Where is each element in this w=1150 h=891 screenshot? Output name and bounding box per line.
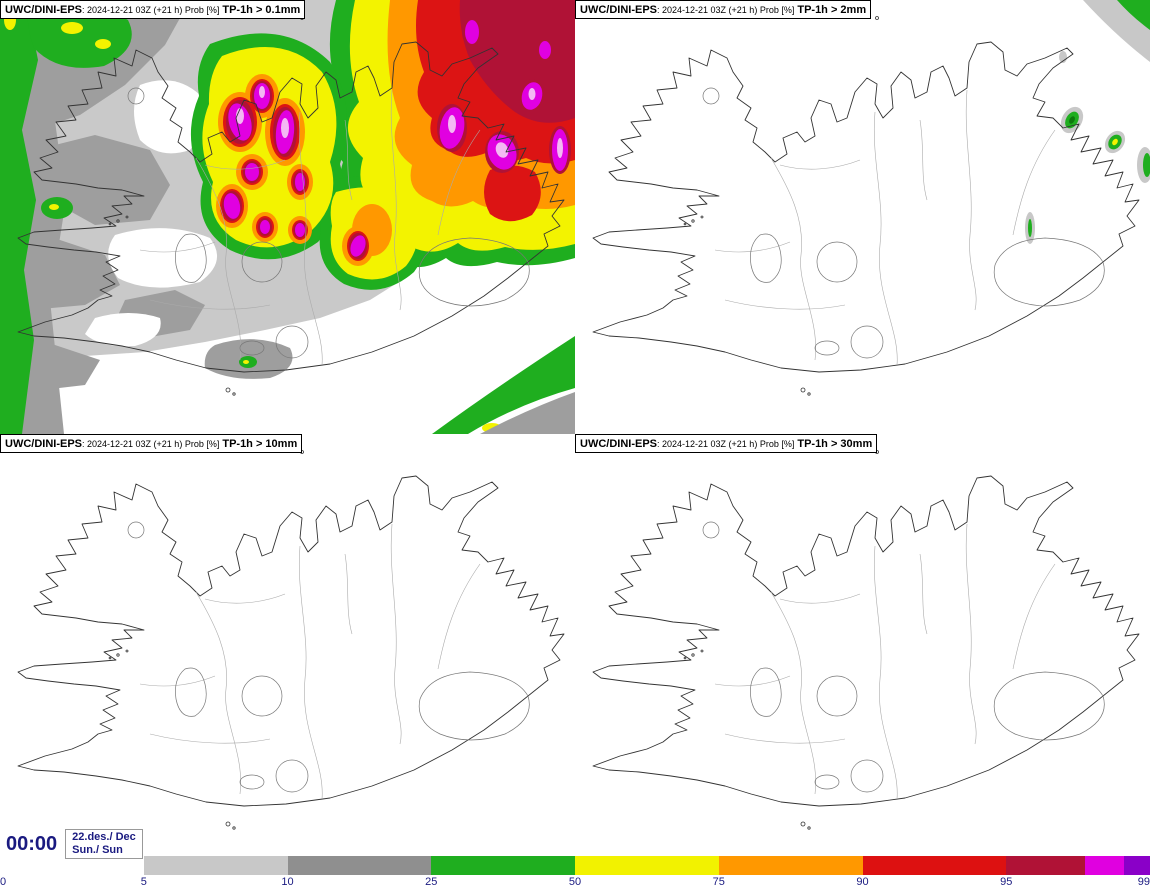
- colorbar-tick-10: 10: [281, 876, 294, 888]
- panel-tp-0-1mm: UWC/DINI-EPS: 2024-12-21 03Z (+21 h) Pro…: [0, 0, 575, 434]
- run-info: : 2024-12-21 03Z (+21 h) Prob [%]: [82, 5, 220, 15]
- colorbar-tick-25: 25: [425, 876, 438, 888]
- panel-tp-10mm: UWC/DINI-EPS: 2024-12-21 03Z (+21 h) Pro…: [0, 434, 575, 868]
- colorbar-tick-99: 99: [1137, 876, 1150, 888]
- colorbar-segment-75-90: [718, 856, 863, 875]
- panel-title: UWC/DINI-EPS: 2024-12-21 03Z (+21 h) Pro…: [575, 434, 878, 453]
- colorbar-tick-50: 50: [568, 876, 582, 888]
- run-info: : 2024-12-21 03Z (+21 h) Prob [%]: [657, 439, 795, 449]
- panel-tp-30mm: UWC/DINI-EPS: 2024-12-21 03Z (+21 h) Pro…: [575, 434, 1150, 868]
- threshold-label: TP-1h > 2mm: [797, 4, 867, 16]
- valid-date-box: 22.des./ Dec Sun./ Sun: [65, 829, 143, 859]
- colorbar: [0, 856, 1150, 875]
- colorbar-segment-10-25: [287, 856, 432, 875]
- probability-field: [1025, 0, 1150, 244]
- colorbar-tick-95: 95: [1000, 876, 1013, 888]
- valid-time-block: 00:00 22.des./ Dec Sun./ Sun: [6, 829, 143, 859]
- panel-title: UWC/DINI-EPS: 2024-12-21 03Z (+21 h) Pro…: [575, 0, 872, 19]
- threshold-label: TP-1h > 30mm: [797, 438, 873, 450]
- model-name: UWC/DINI-EPS: [580, 4, 657, 16]
- colorbar-segment-0-5: [0, 856, 144, 875]
- colorbar-segment-90-95: [862, 856, 1007, 875]
- run-info: : 2024-12-21 03Z (+21 h) Prob [%]: [82, 439, 220, 449]
- model-name: UWC/DINI-EPS: [580, 438, 657, 450]
- map-tp-30mm: [592, 450, 1140, 830]
- colorbar-ticks: 0 5 10 25 50 75 90 95 99: [0, 876, 1150, 890]
- panel-title: UWC/DINI-EPS: 2024-12-21 03Z (+21 h) Pro…: [0, 0, 306, 19]
- colorbar-tick-90: 90: [856, 876, 869, 888]
- map-tp-10mm: [17, 450, 565, 830]
- colorbar-tick-5: 5: [140, 876, 147, 888]
- valid-time: 00:00: [6, 833, 58, 855]
- threshold-label: TP-1h > 0.1mm: [222, 4, 301, 16]
- map-tp-0-1mm: [0, 0, 575, 434]
- valid-day: Sun./ Sun: [72, 844, 123, 856]
- colorbar-segment-5-10: [143, 856, 288, 875]
- colorbar-tick-75: 75: [712, 876, 725, 888]
- model-name: UWC/DINI-EPS: [5, 4, 82, 16]
- colorbar-segment-95-99+: [1006, 856, 1150, 875]
- colorbar-segment-25-50: [431, 856, 575, 875]
- map-tp-2mm: [592, 0, 1150, 396]
- run-info: : 2024-12-21 03Z (+21 h) Prob [%]: [657, 5, 795, 15]
- colorbar-segment-50-75: [575, 856, 719, 875]
- probability-field: [0, 0, 575, 434]
- panel-tp-2mm: UWC/DINI-EPS: 2024-12-21 03Z (+21 h) Pro…: [575, 0, 1150, 434]
- colorbar-tick-0: 0: [0, 876, 7, 888]
- valid-date: 22.des./ Dec: [72, 831, 136, 843]
- panel-title: UWC/DINI-EPS: 2024-12-21 03Z (+21 h) Pro…: [0, 434, 303, 453]
- model-name: UWC/DINI-EPS: [5, 438, 82, 450]
- threshold-label: TP-1h > 10mm: [222, 438, 298, 450]
